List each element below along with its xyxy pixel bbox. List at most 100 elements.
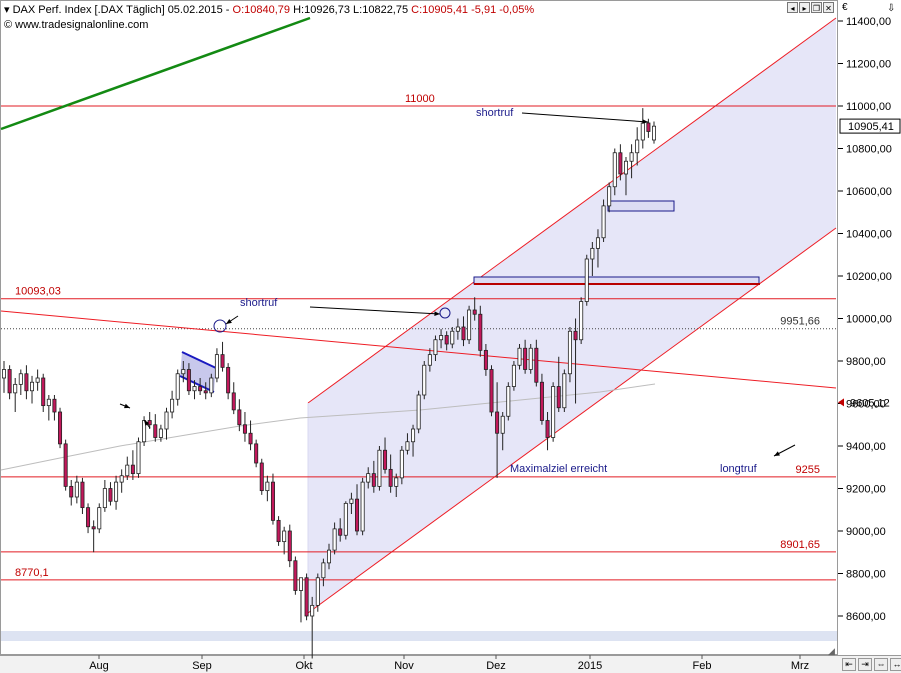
x-axis-label: Okt [295,660,312,672]
candle-body [500,415,505,434]
candle-body [366,473,371,483]
moving-average-line [0,383,656,471]
candle-body [226,366,231,394]
restore-icon[interactable]: ❐ [811,2,822,13]
candle-body [450,330,455,345]
scroll-left-icon[interactable]: ⇤ [842,658,856,671]
candle-body [338,528,343,536]
candle-body [601,205,606,239]
y-axis-label: 10400,00 [846,229,892,241]
descending-trendline [0,310,837,389]
candle-body [483,349,488,370]
candle-body [590,247,595,260]
level-label: 10093,03 [15,286,61,298]
candle-body [635,139,640,154]
low-value: L:10822,75 [353,4,409,16]
candle-body [214,354,219,379]
plot-area[interactable] [0,0,838,655]
x-axis-label: 2015 [578,660,602,672]
candle-body [125,464,130,477]
candle-body [293,560,298,591]
candle-body [411,428,416,443]
candle-body [91,526,96,530]
change-value: -5,91 [471,4,497,16]
candle-body [444,335,449,345]
flag-fill [180,352,216,392]
shortruf-arrow [521,112,649,123]
candle-body [147,420,152,426]
candle-body [612,152,617,188]
close-icon[interactable]: ✕ [823,2,834,13]
zoom-icon[interactable]: ⇔ [874,658,888,671]
candle-body [181,369,186,375]
long-term-trendline [0,16,311,131]
high-value: H:10926,73 [293,4,350,16]
last-price-box [839,118,901,134]
signal-arrow-head [144,420,150,426]
level-label: 9255 [796,464,820,476]
candle-body [326,549,331,564]
annotation-maximalziel: Maximalziel erreicht [510,463,607,475]
candle-body [97,507,102,530]
expand-icon[interactable]: ↔ [890,658,901,671]
price-axis[interactable] [838,0,901,655]
candle-body [371,473,376,487]
candle-body [377,449,382,487]
candle-body [584,258,589,302]
annotation-longtruf: longtruf [720,463,758,475]
candle-body [528,347,533,370]
signal-circle [439,307,451,319]
candle-body [130,464,135,475]
x-axis-label: Aug [89,660,109,672]
level-label: 9951,66 [780,316,820,328]
candle-body [321,562,326,579]
candle-body [394,477,399,487]
candle-body [259,462,264,492]
candle-body [192,386,197,392]
candle-body [478,313,483,351]
candle-body [523,347,528,370]
candle-body [30,381,35,392]
back-icon[interactable]: ◂ [787,2,798,13]
resistance-box [473,276,760,285]
pin-icon[interactable]: ⇩ [887,3,896,14]
candle-body [388,468,393,487]
candle-body [652,125,657,141]
candle-body [427,354,432,366]
candle-body [209,377,214,394]
candle-body [517,347,522,366]
candle-body [433,339,438,356]
currency-icon: € [842,2,848,13]
time-axis[interactable] [0,655,901,673]
arrow-down-icon[interactable]: ▾ [4,4,10,16]
window-controls: ◂ ▸ ❐ ✕ [787,2,834,13]
candle-body [242,424,247,434]
candle-body [640,122,645,141]
y-axis-label: 8800,00 [846,569,886,581]
resize-icon[interactable]: ◢ [828,646,835,656]
candle-body [310,604,315,617]
candle-body [545,420,550,438]
candle-body [556,386,561,409]
candle-body [86,507,91,528]
symbol-name: DAX Perf. Index [.DAX Täglich] [12,4,165,16]
scroll-right-icon[interactable]: ⇥ [858,658,872,671]
candle-body [170,398,175,413]
open-value: O:10840,79 [232,4,291,16]
candle-body [629,152,634,162]
forward-icon[interactable]: ▸ [799,2,810,13]
y-axis-label: 11000,00 [846,101,891,113]
annotation-shortruf: shortruf [240,297,278,309]
annotation-shortruf: shortruf [476,107,514,119]
trend-channel-fill [308,18,836,613]
candle-body [618,152,623,175]
candle-body [551,386,556,438]
y-axis-label: 9400,00 [846,441,886,453]
candle-body [489,369,494,413]
candle-body [534,347,539,383]
candle-body [439,335,444,341]
scroll-controls: ⇤ ⇥ ⇔ ↔ [842,658,901,671]
candle-body [595,237,600,249]
candle-body [164,411,169,430]
candle-body [254,443,259,464]
